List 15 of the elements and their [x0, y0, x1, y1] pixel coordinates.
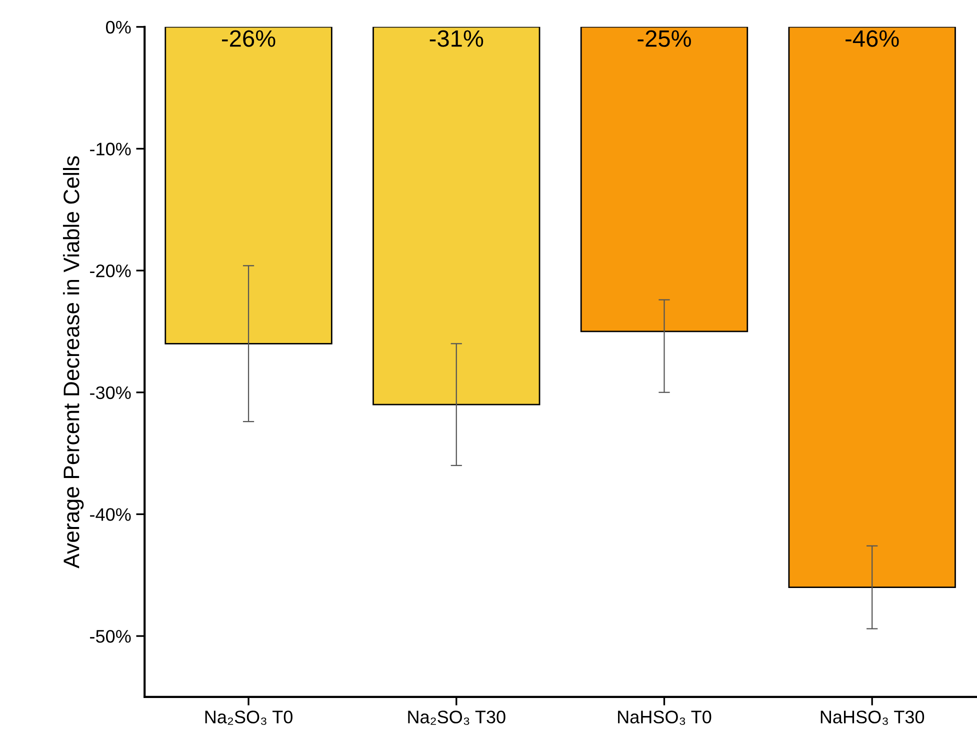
y-tick-label: -30% — [90, 386, 131, 400]
y-tick-label: 0% — [106, 20, 131, 34]
y-tick-label: -50% — [90, 630, 131, 643]
x-tick-label: Na₂SO₃ T30 — [408, 710, 506, 725]
data-label: -46% — [846, 30, 899, 47]
y-tick-label: -10% — [90, 142, 131, 156]
x-tick-label: NaHSO₃ T30 — [820, 710, 924, 725]
x-tick-label: NaHSO₃ T0 — [618, 710, 712, 725]
data-label: -31% — [430, 30, 484, 47]
y-axis-title: Average Percent Decrease in Viable Cells — [62, 156, 84, 568]
x-tick-label: Na₂SO₃ T0 — [205, 710, 292, 725]
data-label: -26% — [222, 30, 276, 47]
data-label: -25% — [638, 30, 691, 47]
y-tick-label: -40% — [90, 508, 131, 521]
y-tick-label: -20% — [90, 264, 131, 278]
